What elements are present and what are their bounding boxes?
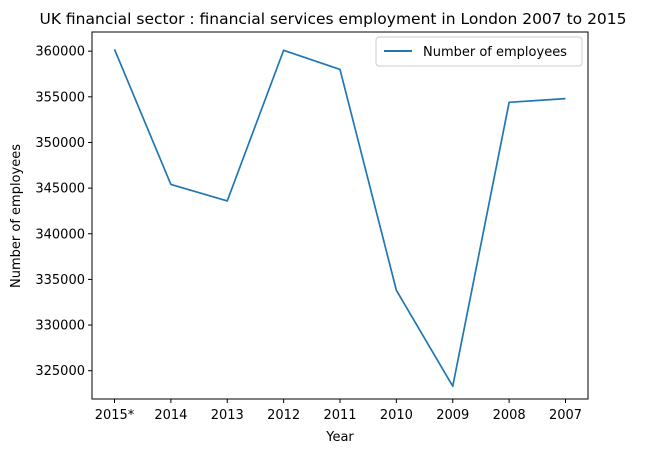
chart-title: UK financial sector : financial services… <box>39 10 626 28</box>
y-tick-label-7: 360000 <box>35 45 85 60</box>
plot-area: 2015* 2014 2013 2012 2011 2010 2009 2008 2007 325… <box>35 32 588 423</box>
series-line-0 <box>115 49 566 386</box>
y-tick-label-5: 350000 <box>35 136 85 151</box>
y-tick-label-6: 355000 <box>35 90 85 105</box>
x-tick-label-6: 2009 <box>436 408 469 423</box>
x-tick-label-0: 2015* <box>95 408 135 423</box>
plot-frame <box>92 32 588 399</box>
x-tick-label-1: 2014 <box>154 408 187 423</box>
x-tick-label-2: 2013 <box>211 408 244 423</box>
y-tick-label-3: 340000 <box>35 227 85 242</box>
y-tick-label-0: 325000 <box>35 364 85 379</box>
x-axis-label: Year <box>325 430 354 445</box>
x-tick-label-3: 2012 <box>267 408 300 423</box>
y-axis-label: Number of employees <box>9 144 24 288</box>
legend: Number of employees <box>376 37 582 66</box>
y-tick-label-1: 330000 <box>35 319 85 334</box>
x-tick-label-5: 2010 <box>380 408 413 423</box>
x-tick-label-8: 2007 <box>549 408 582 423</box>
y-tick-label-4: 345000 <box>35 182 85 197</box>
legend-label: Number of employees <box>423 45 567 60</box>
x-tick-label-7: 2008 <box>493 408 526 423</box>
x-tick-label-4: 2011 <box>323 408 356 423</box>
y-tick-label-2: 335000 <box>35 273 85 288</box>
